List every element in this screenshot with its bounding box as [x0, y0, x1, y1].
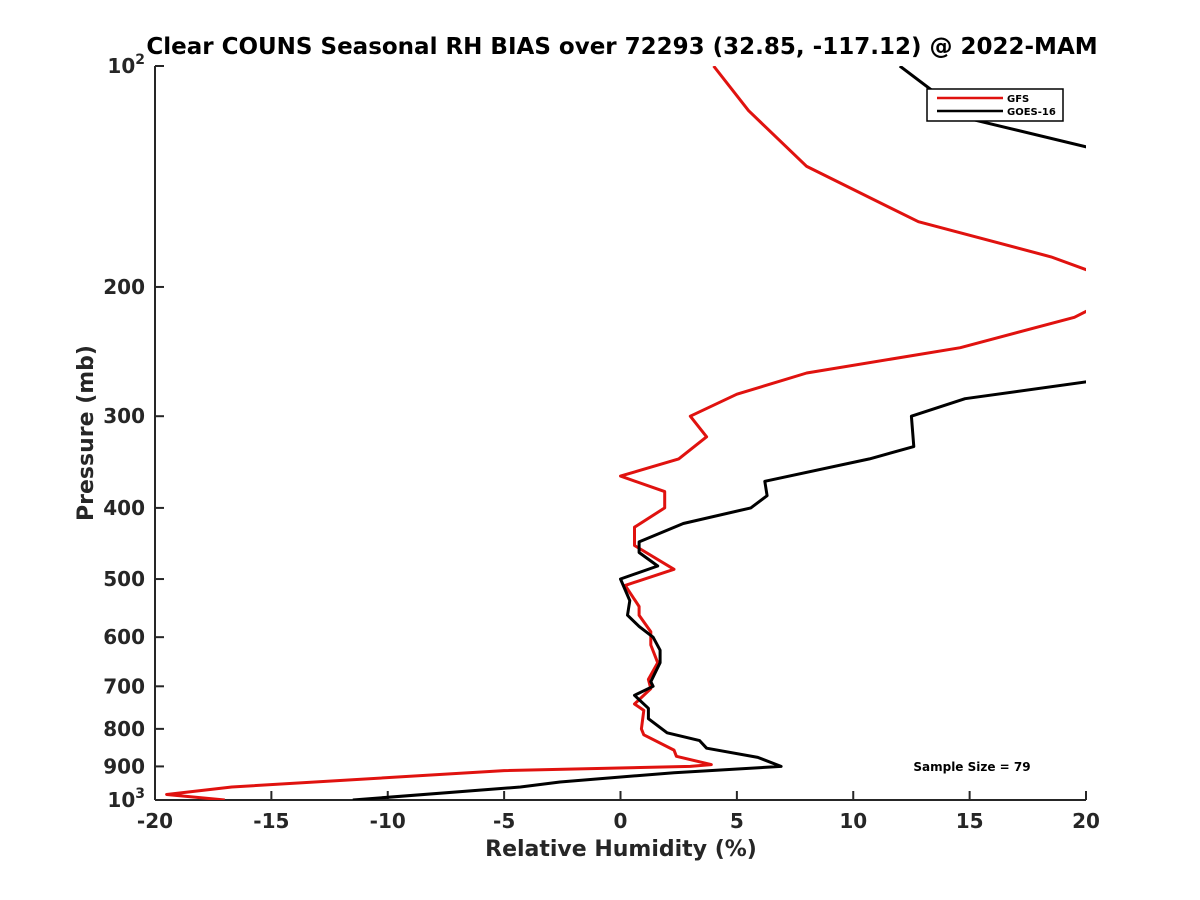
y-tick-label: 200 [103, 275, 145, 299]
x-tick-label: -20 [137, 809, 173, 833]
y-tick-label: 800 [103, 717, 145, 741]
x-axis-ticks: -20 -15 -10 -5 0 5 10 15 20 [137, 791, 1100, 833]
y-tick-label: 600 [103, 625, 145, 649]
y-axis-ticks: 102 200 300 400 500 600 700 800 900 103 [103, 52, 164, 812]
sample-size-annotation: Sample Size = 79 [913, 760, 1030, 774]
legend-label: GFS [1007, 94, 1029, 105]
x-axis-label: Relative Humidity (%) [485, 837, 757, 862]
series-layer [165, 66, 1086, 800]
y-tick-label: 900 [103, 754, 145, 778]
x-tick-label: 10 [839, 809, 867, 833]
x-tick-label: 15 [956, 809, 984, 833]
y-tick-label: 400 [103, 496, 145, 520]
x-tick-label: 0 [614, 809, 628, 833]
y-tick-label: 103 [107, 786, 145, 812]
legend: GFS GOES-16 [926, 88, 1064, 122]
x-tick-label: -5 [493, 809, 515, 833]
series-line-goes-16 [352, 66, 1086, 800]
y-tick-label: 500 [103, 567, 145, 591]
y-axis-label: Pressure (mb) [74, 345, 99, 521]
x-tick-label: 5 [730, 809, 744, 833]
y-tick-label: 300 [103, 404, 145, 428]
x-tick-label: 20 [1072, 809, 1100, 833]
plot-area [154, 66, 1086, 801]
legend-label: GOES-16 [1007, 107, 1056, 118]
y-tick-label: 102 [107, 52, 145, 78]
chart-title: Clear COUNS Seasonal RH BIAS over 72293 … [146, 34, 1097, 60]
x-tick-label: -15 [253, 809, 289, 833]
y-tick-label: 700 [103, 674, 145, 698]
legend-box [926, 88, 1064, 122]
x-tick-label: -10 [370, 809, 406, 833]
series-line-gfs [165, 66, 1086, 800]
